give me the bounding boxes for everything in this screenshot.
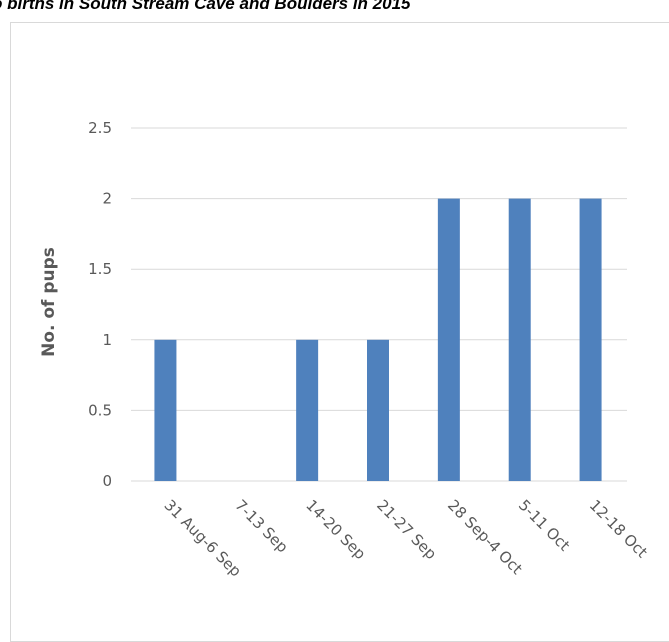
bar [296, 339, 319, 481]
bars [154, 198, 602, 481]
y-axis-label: No. of pups [39, 247, 59, 357]
y-tick-label: 2 [102, 190, 112, 208]
x-tick-label: 7-13 Sep [231, 496, 291, 556]
bar [154, 339, 177, 481]
x-tick-label: 28 Sep-4 Oct [444, 496, 526, 578]
y-tick-label: 0.5 [88, 401, 112, 419]
y-tick-label: 0 [102, 472, 112, 490]
y-tick-labels: 0 0.5 1 1.5 2 2.5 [88, 119, 112, 490]
y-tick-label: 1 [102, 331, 112, 349]
x-tick-label: 21-27 Sep [373, 496, 440, 563]
bar [437, 198, 460, 481]
y-tick-label: 2.5 [88, 119, 112, 137]
x-tick-label: 5-11 Oct [515, 496, 574, 555]
bar [367, 339, 389, 481]
bar [508, 198, 531, 481]
chart-title: o births in South Stream Cave and Boulde… [0, 0, 411, 13]
y-tick-label: 1.5 [88, 260, 112, 278]
bar [579, 198, 602, 481]
x-tick-label: 12-18 Oct [586, 496, 651, 561]
x-tick-label: 14-20 Sep [302, 496, 369, 563]
